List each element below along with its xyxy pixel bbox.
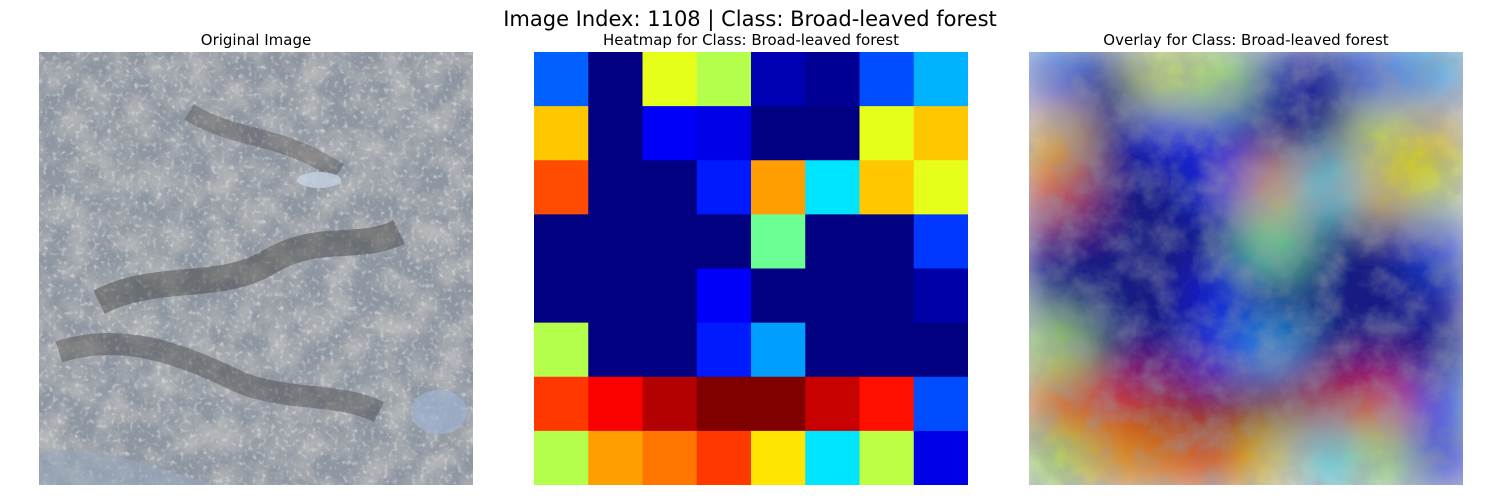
heatmap-cell xyxy=(588,160,644,215)
heatmap-grid xyxy=(534,52,968,485)
heatmap-cell xyxy=(805,106,861,161)
figure-title: Image Index: 1108 | Class: Broad-leaved … xyxy=(503,7,997,31)
heatmap-cell xyxy=(588,214,644,270)
original-image xyxy=(39,52,473,485)
heatmap-cell xyxy=(588,430,644,485)
heatmap-cell xyxy=(588,106,644,161)
heatmap-cell xyxy=(696,322,752,378)
heatmap-cell xyxy=(751,106,806,161)
heatmap-cell xyxy=(805,430,861,485)
heatmap-image xyxy=(534,52,968,485)
heatmap-cell xyxy=(696,106,752,161)
heatmap-cell xyxy=(859,268,915,324)
heatmap-cell xyxy=(805,160,861,215)
heatmap-cell xyxy=(751,430,806,485)
heatmap-cell xyxy=(913,214,968,270)
heatmap-cell xyxy=(534,160,589,215)
heatmap-cell xyxy=(913,52,968,107)
heatmap-cell xyxy=(642,52,698,107)
heatmap-cell xyxy=(696,52,752,107)
heatmap-cell xyxy=(588,52,644,107)
heatmap-cell xyxy=(642,160,698,215)
heatmap-cell xyxy=(751,322,806,378)
heatmap-cell xyxy=(859,160,915,215)
heatmap-cell xyxy=(642,268,698,324)
heatmap-cell xyxy=(859,106,915,161)
heatmap-cell xyxy=(913,268,968,324)
heatmap-cell xyxy=(534,268,589,324)
heatmap-cell xyxy=(913,376,968,432)
heatmap-cell xyxy=(913,430,968,485)
heatmap-cell xyxy=(751,160,806,215)
heatmap-cell xyxy=(913,322,968,378)
heatmap-cell xyxy=(642,322,698,378)
heatmap-cell xyxy=(642,376,698,432)
overlay-title: Overlay for Class: Broad-leaved forest xyxy=(1103,31,1389,49)
overlay-composite xyxy=(1029,52,1463,485)
heatmap-cell xyxy=(805,214,861,270)
heatmap-cell xyxy=(534,52,589,107)
heatmap-cell xyxy=(696,430,752,485)
heatmap-cell xyxy=(588,268,644,324)
heatmap-cell xyxy=(751,52,806,107)
heatmap-title: Heatmap for Class: Broad-leaved forest xyxy=(603,31,899,49)
heatmap-cell xyxy=(859,430,915,485)
heatmap-cell xyxy=(805,376,861,432)
heatmap-cell xyxy=(751,268,806,324)
heatmap-cell xyxy=(534,322,589,378)
heatmap-cell xyxy=(642,214,698,270)
original-image-title: Original Image xyxy=(200,31,312,49)
heatmap-cell xyxy=(913,106,968,161)
heatmap-cell xyxy=(534,214,589,270)
overlay-image xyxy=(1029,52,1463,485)
heatmap-cell xyxy=(751,376,806,432)
heatmap-cell xyxy=(859,52,915,107)
heatmap-cell xyxy=(534,430,589,485)
heatmap-cell xyxy=(805,268,861,324)
heatmap-cell xyxy=(805,322,861,378)
heatmap-cell xyxy=(859,322,915,378)
heatmap-cell xyxy=(588,376,644,432)
heatmap-cell xyxy=(751,214,806,270)
heatmap-cell xyxy=(642,430,698,485)
heatmap-cell xyxy=(696,214,752,270)
heatmap-cell xyxy=(859,376,915,432)
heatmap-cell xyxy=(805,52,861,107)
heatmap-cell xyxy=(534,106,589,161)
heatmap-cell xyxy=(534,376,589,432)
heatmap-cell xyxy=(859,214,915,270)
heatmap-cell xyxy=(696,160,752,215)
heatmap-cell xyxy=(696,268,752,324)
heatmap-cell xyxy=(913,160,968,215)
heatmap-cell xyxy=(588,322,644,378)
heatmap-cell xyxy=(696,376,752,432)
heatmap-cell xyxy=(642,106,698,161)
